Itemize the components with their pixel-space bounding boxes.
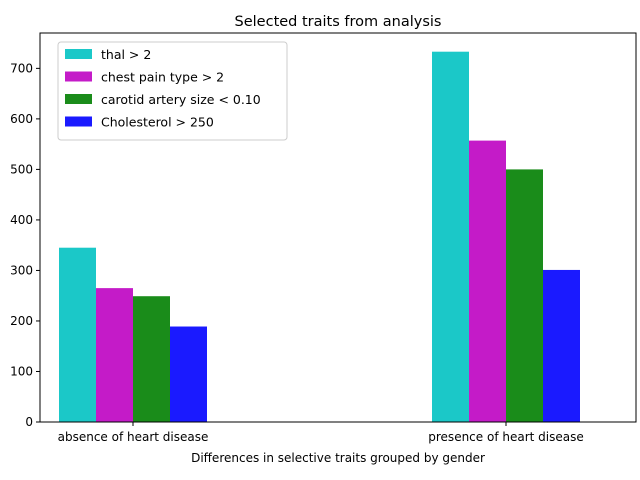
y-tick-label-4: 400 xyxy=(10,213,33,227)
plot-frame xyxy=(39,32,637,423)
legend-label-2: carotid artery size < 0.10 xyxy=(101,92,261,107)
chart-title: Selected traits from analysis xyxy=(235,14,442,30)
x-tick-label-1: presence of heart disease xyxy=(428,430,583,444)
y-tick-label-3: 300 xyxy=(10,263,33,277)
y-tick-label-1: 100 xyxy=(10,364,33,378)
bar-series-3-category-1 xyxy=(543,269,580,422)
bar-series-1-category-0 xyxy=(96,288,133,422)
bar-series-0-category-1 xyxy=(432,51,469,423)
x-axis-label: Differences in selective traits grouped … xyxy=(191,451,485,465)
bar-series-1-category-1 xyxy=(469,140,506,422)
y-tick-label-5: 500 xyxy=(10,162,33,176)
legend-swatch-0 xyxy=(65,49,92,59)
bar-series-2-category-1 xyxy=(506,169,543,422)
legend-swatch-1 xyxy=(65,71,92,82)
legend-label-0: thal > 2 xyxy=(101,47,151,62)
x-axis: absence of heart disease presence of hear… xyxy=(58,422,584,444)
bar-series-3-category-0 xyxy=(170,326,207,422)
y-axis: 0 100 200 300 400 500 600 700 xyxy=(10,61,40,429)
bar-series-2-category-0 xyxy=(133,296,170,422)
bars-group xyxy=(59,51,580,423)
legend-swatch-2 xyxy=(65,94,92,104)
x-tick-label-0: absence of heart disease xyxy=(58,430,209,444)
y-tick-label-0: 0 xyxy=(25,415,33,429)
legend-swatch-3 xyxy=(65,116,92,127)
bar-series-0-category-0 xyxy=(59,247,96,422)
legend-box xyxy=(57,41,288,141)
legend-label-3: Cholesterol > 250 xyxy=(101,115,214,130)
y-tick-label-2: 200 xyxy=(10,314,33,328)
legend: thal > 2 chest pain type > 2 carotid arter… xyxy=(57,41,288,141)
legend-label-1: chest pain type > 2 xyxy=(101,70,224,85)
y-tick-label-7: 700 xyxy=(10,61,33,75)
y-tick-label-6: 600 xyxy=(10,112,33,126)
